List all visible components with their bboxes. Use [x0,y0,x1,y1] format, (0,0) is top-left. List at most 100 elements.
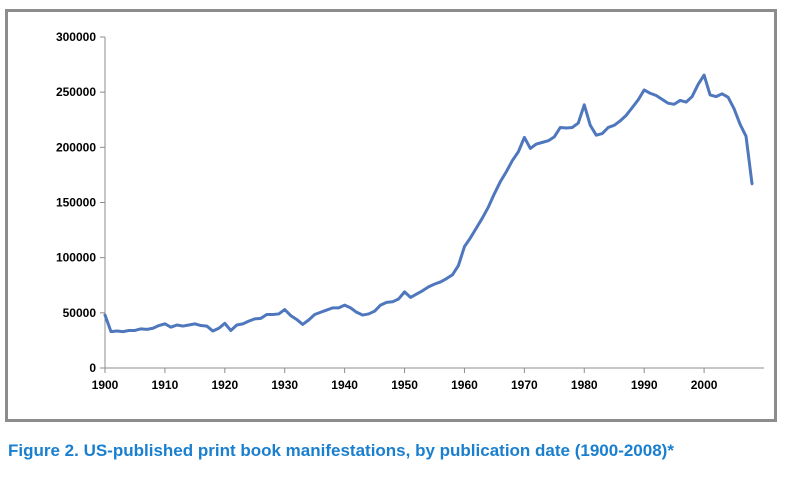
data-point [397,298,400,301]
data-point [128,329,131,332]
data-point [631,106,634,109]
y-tick-label: 50000 [63,306,97,320]
data-point [199,324,202,327]
data-point [433,283,436,286]
y-tick-label: 200000 [56,140,96,154]
series-layer [103,73,754,334]
data-point [481,217,484,220]
data-point [391,300,394,303]
data-point [134,329,137,332]
data-point [565,127,568,130]
x-tick-label: 1960 [451,378,478,392]
data-point [457,264,460,267]
data-point [715,95,718,98]
data-point [727,96,730,99]
data-point [415,293,418,296]
x-tick-label: 1990 [631,378,658,392]
data-point [152,327,155,330]
data-point [493,192,496,195]
data-point [547,139,550,142]
data-point [745,135,748,138]
y-tick-label: 0 [89,361,96,375]
axes [100,36,764,373]
data-point [595,134,598,137]
data-point [307,319,310,322]
data-point [110,330,113,333]
data-point [583,103,586,106]
data-point [649,92,652,95]
data-point [367,313,370,316]
data-point [721,92,724,95]
y-tick-label: 100000 [56,251,96,265]
data-point [289,314,292,317]
data-point [673,103,676,106]
y-tick-label: 250000 [56,85,96,99]
data-point [241,322,244,325]
data-point [217,327,220,330]
data-point [193,322,196,325]
data-point [541,141,544,144]
data-point [211,330,214,333]
data-point [253,318,256,321]
data-point [283,308,286,311]
data-point [271,313,274,316]
data-point [104,314,107,317]
data-point [469,236,472,239]
chart-frame: 0 50000 100000 150000 200000 250000 300000 1900… [5,9,777,422]
data-point [403,290,406,293]
x-tick-label: 1900 [92,378,119,392]
data-point [685,101,688,104]
data-point [505,170,508,173]
data-point [445,277,448,280]
data-point [187,324,190,327]
data-point [529,147,532,150]
y-tick-label: 150000 [56,196,96,210]
data-point [661,98,664,101]
data-point [223,322,226,325]
x-tick-label: 1980 [571,378,598,392]
tick-labels: 0 50000 100000 150000 200000 250000 300000 1900… [56,30,718,392]
data-point [619,119,622,122]
data-point [589,124,592,127]
data-point [205,325,208,328]
data-point [427,286,430,289]
data-point [523,136,526,139]
data-point [613,124,616,127]
data-point [301,323,304,326]
data-point [140,327,143,330]
data-point [295,318,298,321]
series-line [103,73,754,334]
data-point [373,310,376,313]
data-point [517,150,520,153]
series-points [104,74,754,333]
data-point [235,324,238,327]
data-point [703,74,706,77]
data-point [439,281,442,284]
data-point [499,180,502,183]
x-tick-label: 1910 [152,378,179,392]
data-point [361,314,364,317]
y-tick-label: 300000 [56,30,96,44]
data-point [463,245,466,248]
x-tick-label: 2000 [691,378,718,392]
data-point [355,311,358,314]
data-point [709,94,712,97]
data-point [175,324,178,327]
data-point [116,330,119,333]
data-point [170,326,173,329]
data-point [259,317,262,320]
data-point [643,89,646,92]
data-point [313,313,316,316]
data-point [265,313,268,316]
x-tick-label: 1970 [511,378,538,392]
data-point [667,102,670,105]
data-point [601,132,604,135]
data-point [733,107,736,110]
data-point [247,320,250,323]
data-point [331,306,334,309]
data-point [637,98,640,101]
data-point [379,304,382,307]
data-point [691,95,694,98]
data-point [343,304,346,307]
x-tick-label: 1930 [271,378,298,392]
